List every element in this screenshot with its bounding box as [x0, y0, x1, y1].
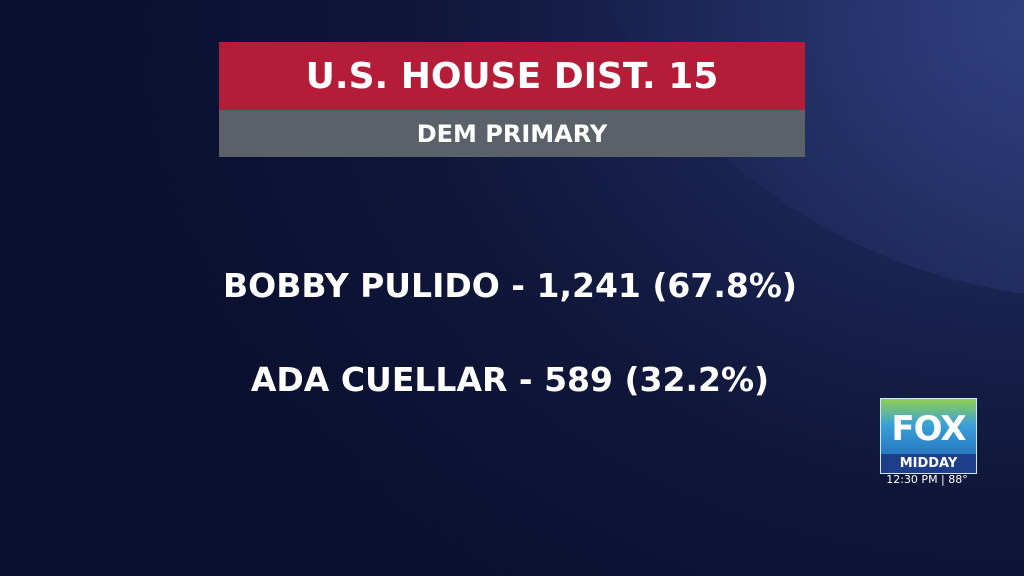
logo-brand: FOX [891, 409, 966, 449]
time-temp: 12:30 PM | 88° [886, 473, 968, 486]
result-line: BOBBY PULIDO - 1,241 (67.8%) [222, 266, 798, 305]
station-logo: FOX MIDDAY [880, 398, 977, 474]
logo-show: MIDDAY [881, 454, 976, 473]
subtitle-band: DEM PRIMARY [219, 110, 805, 157]
title-banner: U.S. HOUSE DIST. 15 [219, 42, 805, 110]
result-line: ADA CUELLAR - 589 (32.2%) [250, 360, 770, 399]
